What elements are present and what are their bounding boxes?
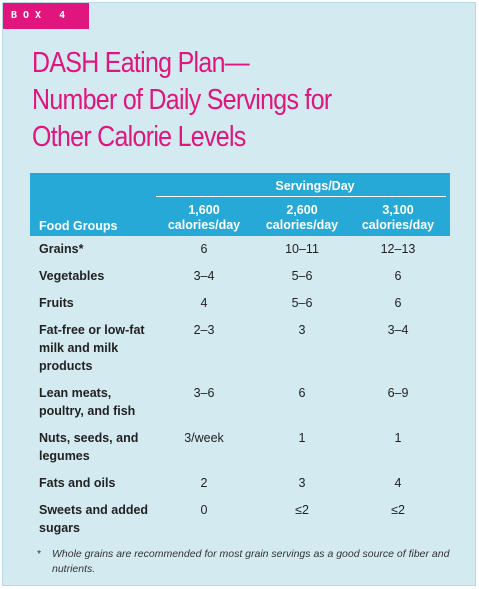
food-group-label: Lean meats, poultry, and fish [39, 386, 136, 418]
servings-1600: 3–4 [193, 269, 215, 283]
page-title: DASH Eating Plan— Number of Daily Servin… [32, 45, 402, 156]
servings-1600: 2 [200, 476, 208, 490]
column-header-2600-line2: calories/day [265, 218, 339, 232]
footnote-marker: * [37, 548, 42, 560]
column-header-2600: 2,600 calories/day [254, 203, 350, 233]
servings-1600: 4 [200, 296, 208, 310]
servings-2600: 5–6 [291, 296, 313, 310]
servings-3100: 12–13 [380, 242, 416, 256]
servings-1600: 6 [200, 242, 208, 256]
servings-1600: 2–3 [193, 323, 215, 337]
column-header-1600: 1,600 calories/day [156, 203, 252, 233]
food-groups-header: Food Groups [39, 219, 118, 233]
box-label-tag: BOX 4 [3, 3, 89, 29]
servings-3100: ≤2 [391, 503, 405, 517]
title-line-1: DASH Eating Plan— [32, 47, 250, 79]
servings-3100: 6–9 [387, 386, 409, 400]
food-group-label: Fruits [39, 296, 74, 310]
servings-3100: 6 [394, 296, 402, 310]
servings-3100: 3–4 [387, 323, 409, 337]
column-header-2600-line1: 2,600 [286, 203, 318, 217]
column-header-1600-line1: 1,600 [188, 203, 220, 217]
servings-2600: 3 [298, 476, 306, 490]
food-group-label: Nuts, seeds, and legumes [39, 431, 139, 463]
servings-2600: 10–11 [285, 242, 319, 256]
column-header-3100-line2: calories/day [361, 218, 435, 232]
food-group-label: Fat-free or low-fat milk and milk produc… [39, 323, 145, 373]
column-header-3100: 3,100 calories/day [350, 203, 446, 233]
servings-2600: 3 [298, 323, 306, 337]
title-line-3: Other Calorie Levels [32, 121, 246, 153]
servings-1600: 3/week [184, 431, 224, 445]
servings-3100: 4 [394, 476, 402, 490]
food-group-label: Grains* [39, 242, 84, 256]
servings-3100: 6 [394, 269, 402, 283]
title-line-2: Number of Daily Servings for [32, 84, 332, 116]
servings-per-day-header: Servings/Day [275, 179, 355, 193]
servings-2600: 1 [298, 431, 306, 445]
servings-3100: 1 [394, 431, 402, 445]
column-header-3100-line1: 3,100 [382, 203, 414, 217]
food-group-label: Vegetables [39, 269, 105, 283]
footnote-text: Whole grains are recommended for most gr… [52, 548, 450, 575]
table-header: Servings/Day 1,600 calories/day 2,600 ca… [30, 173, 450, 236]
servings-1600: 0 [200, 503, 208, 517]
servings-1600: 3–6 [193, 386, 215, 400]
servings-2600: 5–6 [291, 269, 313, 283]
food-group-label: Fats and oils [39, 476, 116, 490]
servings-2600: 6 [298, 386, 306, 400]
food-group-label: Sweets and added sugars [39, 503, 149, 535]
servings-2600: ≤2 [295, 503, 309, 517]
header-divider [156, 196, 446, 197]
column-header-1600-line2: calories/day [167, 218, 241, 232]
